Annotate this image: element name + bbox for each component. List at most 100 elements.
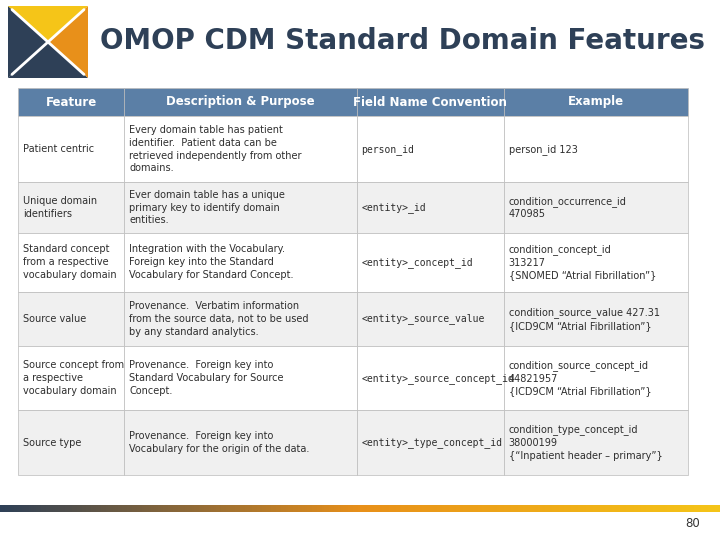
Bar [31,505,34,512]
Bar [403,505,406,512]
Bar [310,505,312,512]
Polygon shape [8,42,88,78]
Bar [84,505,87,512]
Bar [315,505,318,512]
Bar [367,505,370,512]
Bar [504,292,688,346]
Bar [415,505,418,512]
Bar [194,505,197,512]
Bar [12,505,15,512]
Bar [142,505,145,512]
Bar [706,505,708,512]
Bar [58,505,60,512]
Bar [189,505,192,512]
Bar [475,505,478,512]
Bar [482,505,485,512]
Bar [567,505,570,512]
Text: person_id 123: person_id 123 [508,144,577,154]
Bar [610,505,613,512]
Bar [425,505,428,512]
Bar [646,505,649,512]
Bar [603,505,606,512]
Bar [643,505,646,512]
Bar [283,505,286,512]
Bar [356,410,504,475]
Text: Feature: Feature [45,96,96,109]
Bar [463,505,466,512]
Bar [7,505,10,512]
Bar [18,116,124,183]
Bar [549,505,552,512]
Bar [178,505,181,512]
Bar [593,505,595,512]
Bar [41,505,44,512]
Bar [547,505,550,512]
Bar [698,505,701,512]
Bar [202,505,204,512]
Bar [574,505,577,512]
Polygon shape [48,6,88,78]
Text: condition_concept_id
313217
{SNOMED “Atrial Fibrillation”}: condition_concept_id 313217 {SNOMED “Atr… [508,244,656,281]
Bar [715,505,718,512]
Bar [94,505,96,512]
Bar [713,505,716,512]
Bar [396,505,399,512]
Bar [67,505,70,512]
Bar [353,505,356,512]
Text: Provenance.  Foreign key into
Standard Vocabulary for Source
Concept.: Provenance. Foreign key into Standard Vo… [129,360,284,396]
Bar [410,505,413,512]
Bar [590,505,593,512]
Bar [18,183,124,233]
Bar [319,505,322,512]
Bar [245,505,248,512]
Bar [271,505,274,512]
Bar [351,505,354,512]
Bar [130,505,132,512]
Bar [163,505,166,512]
Bar [423,505,426,512]
Bar [259,505,262,512]
Text: condition_source_concept_id
44821957
{ICD9CM “Atrial Fibrillation”}: condition_source_concept_id 44821957 {IC… [508,360,652,396]
Bar [614,505,617,512]
Bar [571,505,574,512]
Bar [552,505,555,512]
Bar [230,505,233,512]
Bar [662,505,665,512]
Bar [124,410,356,475]
Bar [18,292,124,346]
Bar [374,505,377,512]
Bar [691,505,694,512]
Bar [22,505,24,512]
Bar [216,505,219,512]
Bar [295,505,298,512]
Bar [29,505,32,512]
Bar [168,505,171,512]
Bar [331,505,334,512]
Bar [434,505,437,512]
Bar [175,505,178,512]
Bar [324,505,327,512]
Bar [600,505,603,512]
Bar [312,505,315,512]
Bar [540,505,543,512]
Bar [405,505,408,512]
Bar [588,505,591,512]
Bar [19,505,22,512]
Bar [86,505,89,512]
Bar [214,505,217,512]
Bar [9,505,12,512]
Bar [523,505,526,512]
Bar [504,116,688,183]
Bar [338,505,341,512]
Bar [356,116,504,183]
Bar [305,505,307,512]
Bar [703,505,706,512]
Bar [470,505,473,512]
Bar [225,505,228,512]
Bar [492,505,495,512]
Bar [420,505,423,512]
Text: <entity>_concept_id: <entity>_concept_id [361,257,473,268]
Bar [358,505,361,512]
Text: Unique domain
identifiers: Unique domain identifiers [23,196,97,219]
Text: Provenance.  Verbatim information
from the source data, not to be used
by any st: Provenance. Verbatim information from th… [129,301,308,336]
